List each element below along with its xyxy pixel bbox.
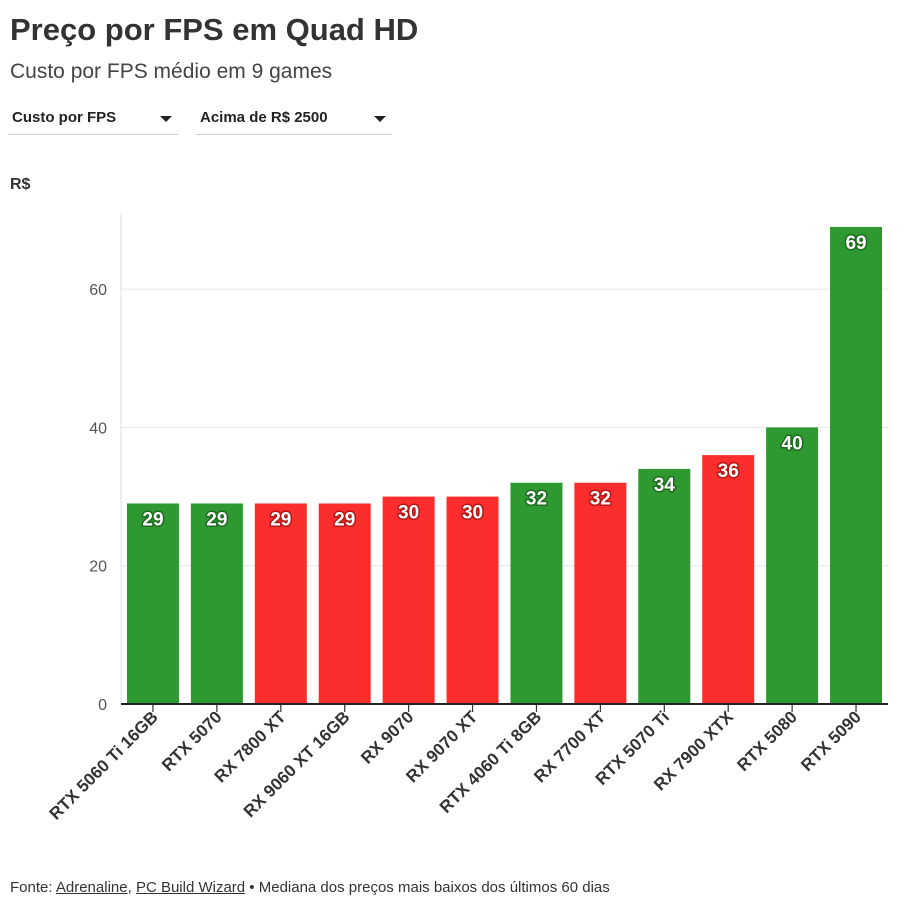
data-label: 30 bbox=[462, 503, 483, 524]
metric-dropdown[interactable]: Custo por FPS bbox=[8, 104, 178, 135]
chart-subtitle: Custo por FPS médio em 9 games bbox=[10, 60, 333, 83]
price-range-dropdown-value: Acima de R$ 2500 bbox=[200, 109, 328, 126]
y-tick-label: 60 bbox=[89, 282, 107, 299]
y-tick-label: 0 bbox=[98, 697, 107, 714]
bar[interactable] bbox=[702, 455, 755, 704]
data-label: 29 bbox=[142, 509, 163, 530]
metric-dropdown-value: Custo por FPS bbox=[12, 109, 117, 126]
data-label: 29 bbox=[270, 509, 291, 530]
data-label: 32 bbox=[590, 489, 611, 510]
data-label: 34 bbox=[654, 475, 676, 496]
footer-note: • Mediana dos preços mais baixos dos últ… bbox=[245, 879, 610, 896]
y-tick-label: 40 bbox=[89, 420, 107, 437]
data-label: 30 bbox=[398, 503, 419, 524]
source-link-adrenaline[interactable]: Adrenaline bbox=[55, 879, 128, 896]
bar[interactable] bbox=[766, 427, 819, 704]
footer-prefix: Fonte: bbox=[10, 879, 56, 896]
chevron-down-icon bbox=[160, 116, 172, 122]
chart-title: Preço por FPS em Quad HD bbox=[10, 12, 419, 47]
bar[interactable] bbox=[126, 503, 179, 704]
x-tick-label: RX 9060 XT 16GB bbox=[240, 707, 354, 821]
x-tick-label: RTX 5090 bbox=[797, 707, 865, 775]
data-label: 29 bbox=[334, 509, 355, 530]
bar[interactable] bbox=[254, 503, 307, 704]
gridlines bbox=[121, 288, 888, 567]
bar[interactable] bbox=[382, 496, 435, 704]
data-label: 69 bbox=[845, 233, 866, 254]
x-tick-label: RTX 5080 bbox=[733, 707, 801, 775]
source-link-pc-build-wizard[interactable]: PC Build Wizard bbox=[135, 879, 246, 896]
bars bbox=[126, 226, 883, 704]
bar[interactable] bbox=[318, 503, 371, 704]
data-label: 40 bbox=[782, 433, 803, 454]
bar[interactable] bbox=[830, 226, 883, 704]
footer-separator: , bbox=[127, 879, 136, 896]
bar[interactable] bbox=[574, 482, 627, 704]
chart-footer: Fonte: Adrenaline, PC Build Wizard • Med… bbox=[10, 879, 610, 896]
x-tick-label: RTX 5070 bbox=[158, 707, 226, 775]
bar[interactable] bbox=[190, 503, 243, 704]
x-tick-label: RTX 5060 Ti 16GB bbox=[46, 707, 162, 823]
bar[interactable] bbox=[446, 496, 499, 704]
x-tick-label: RX 9070 bbox=[357, 707, 417, 767]
data-labels: 29 29 29 29 30 30 32 32 34 36 40 69 bbox=[141, 231, 868, 532]
bar[interactable] bbox=[638, 468, 691, 704]
chevron-down-icon bbox=[374, 116, 386, 122]
data-label: 29 bbox=[206, 509, 227, 530]
y-tick-label: 20 bbox=[89, 559, 107, 576]
data-label: 32 bbox=[526, 489, 547, 510]
y-axis-unit-label: R$ bbox=[10, 176, 31, 193]
bar[interactable] bbox=[510, 482, 563, 704]
price-range-dropdown[interactable]: Acima de R$ 2500 bbox=[196, 104, 392, 135]
data-label: 36 bbox=[718, 461, 739, 482]
